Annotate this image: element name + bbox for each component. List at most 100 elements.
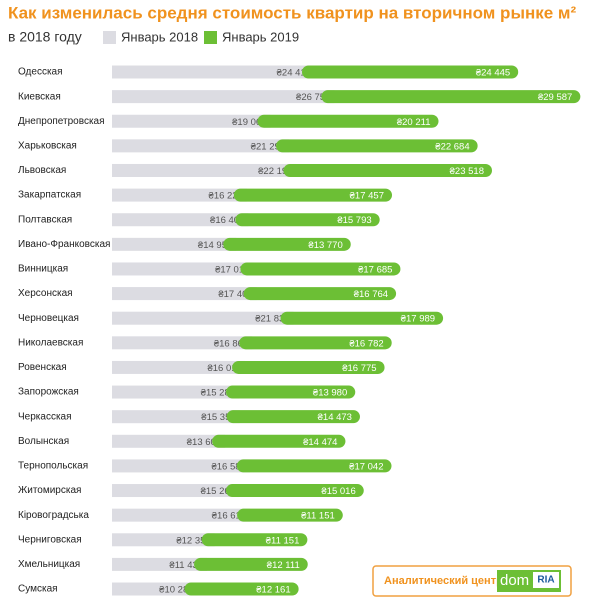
value-label: ₴16 011 xyxy=(207,363,241,374)
bar-segment xyxy=(112,360,246,374)
value-label: ₴10 288 xyxy=(159,585,193,596)
bar-segment xyxy=(112,410,240,424)
y-tick-label: Николаевская xyxy=(18,337,83,348)
y-tick-label: Ровенская xyxy=(18,362,67,373)
value-label: ₴16 406 xyxy=(210,215,244,226)
value-label: ₴14 474 xyxy=(303,437,337,448)
bar-segment xyxy=(112,139,290,153)
logo-sub-text: RIA xyxy=(537,575,554,586)
y-tick-label: Ивано-Франковская xyxy=(18,239,110,250)
badge-text: Аналитический центр xyxy=(384,575,503,587)
bar-segment xyxy=(184,582,299,596)
value-label: ₴15 268 xyxy=(201,486,235,497)
value-label: ₴16 775 xyxy=(342,363,376,374)
y-tick-label: Киевская xyxy=(18,91,61,102)
value-label: ₴11 436 xyxy=(169,560,203,571)
value-label: ₴11 151 xyxy=(301,511,335,522)
y-tick-label: Хмельницкая xyxy=(18,559,80,570)
value-label: ₴16 764 xyxy=(354,289,388,300)
y-tick-label: Сумская xyxy=(18,584,58,595)
bar-segment xyxy=(232,360,385,374)
value-label: ₴24 445 xyxy=(476,68,510,79)
value-label: ₴21 839 xyxy=(255,314,289,325)
bar-segment xyxy=(112,114,271,128)
value-label: ₴19 065 xyxy=(232,117,266,128)
y-tick-label: Одесская xyxy=(18,67,63,78)
bar-segment xyxy=(112,459,250,473)
value-label: ₴16 581 xyxy=(211,461,245,472)
bar-segment xyxy=(112,262,254,276)
value-label: ₴23 518 xyxy=(450,166,484,177)
logo-sub-box xyxy=(533,572,559,588)
bar-segment xyxy=(112,385,240,399)
value-label: ₴15 793 xyxy=(337,215,371,226)
y-tick-label: Запорожская xyxy=(18,387,79,398)
bar-segment xyxy=(226,385,356,399)
bar-segment xyxy=(237,508,343,522)
value-label: ₴16 865 xyxy=(214,338,248,349)
value-label: ₴20 211 xyxy=(397,117,431,128)
y-tick-label: Винницкая xyxy=(18,264,68,275)
bar-segment xyxy=(112,533,215,547)
bar-segment xyxy=(201,533,308,547)
bar-segment xyxy=(112,582,198,596)
bar-segment xyxy=(243,287,397,301)
value-label: ₴14 950 xyxy=(198,240,232,251)
bar-segment xyxy=(112,237,237,251)
bar-segment xyxy=(239,336,392,350)
value-label: ₴12 111 xyxy=(267,560,300,571)
value-label: ₴17 685 xyxy=(358,264,392,275)
value-label: ₴16 782 xyxy=(349,338,383,349)
value-label: ₴15 016 xyxy=(321,486,355,497)
y-tick-label: Днепропетровская xyxy=(18,116,105,127)
bar-segment xyxy=(112,188,247,202)
y-tick-label: Житомирская xyxy=(18,485,81,496)
value-label: ₴13 770 xyxy=(308,240,342,251)
bar-segment xyxy=(194,557,308,571)
bar-segment xyxy=(301,65,519,79)
bar-segment xyxy=(257,114,439,128)
y-tick-label: Львовская xyxy=(18,165,66,176)
chart-title: Как изменилась средня стоимость квартир … xyxy=(8,3,576,22)
bar-segment xyxy=(226,410,360,424)
y-tick-label: Харьковская xyxy=(18,141,77,152)
y-tick-label: Полтавская xyxy=(18,214,72,225)
legend-swatch xyxy=(103,31,116,44)
bar-segment xyxy=(112,287,257,301)
value-label: ₴17 042 xyxy=(349,461,383,472)
bar-segment xyxy=(112,311,294,325)
bar-segment xyxy=(112,434,226,448)
value-label: ₴14 473 xyxy=(318,412,352,423)
value-label: ₴16 225 xyxy=(209,191,243,202)
value-label: ₴17 408 xyxy=(218,289,252,300)
legend-label: Январь 2019 xyxy=(222,29,299,44)
bar-segment xyxy=(280,311,444,325)
y-tick-label: Черниговская xyxy=(18,534,82,545)
bar-segment xyxy=(112,484,239,498)
value-label: ₴17 989 xyxy=(401,314,435,325)
value-label: ₴24 418 xyxy=(277,68,311,79)
value-label: ₴15 282 xyxy=(201,388,235,399)
chart-subtitle: в 2018 году xyxy=(8,29,82,45)
value-label: ₴17 457 xyxy=(350,191,384,202)
value-label: ₴26 751 xyxy=(296,92,330,103)
badge: Аналитический центр dom RIA xyxy=(372,565,572,597)
y-tick-label: Тернопольская xyxy=(18,461,88,472)
bar-segment xyxy=(240,262,401,276)
value-label: ₴16 612 xyxy=(212,511,246,522)
legend-label: Январь 2018 xyxy=(121,29,198,44)
bar-segment xyxy=(212,434,346,448)
bar-segment xyxy=(235,213,380,227)
bar-segment xyxy=(233,188,392,202)
bar-segment xyxy=(236,459,392,473)
bar-segment xyxy=(112,65,315,79)
value-label: ₴12 161 xyxy=(256,585,290,596)
value-label: ₴12 352 xyxy=(176,535,210,546)
value-label: ₴13 980 xyxy=(313,388,347,399)
bar-segment xyxy=(283,163,492,177)
value-label: ₴15 356 xyxy=(201,412,235,423)
value-label: ₴11 151 xyxy=(266,535,300,546)
y-tick-label: Черновецкая xyxy=(18,313,79,324)
bar-segment xyxy=(112,90,335,104)
y-tick-label: Херсонская xyxy=(18,288,73,299)
